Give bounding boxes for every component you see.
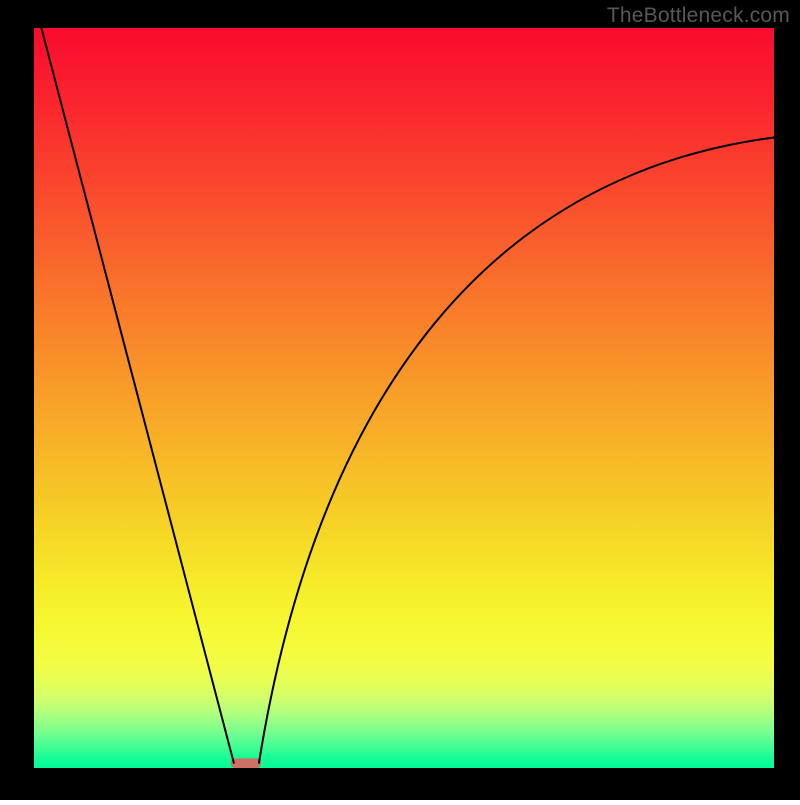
bottleneck-chart [0,0,800,800]
watermark-label: TheBottleneck.com [607,4,790,28]
chart-svg [0,0,800,800]
